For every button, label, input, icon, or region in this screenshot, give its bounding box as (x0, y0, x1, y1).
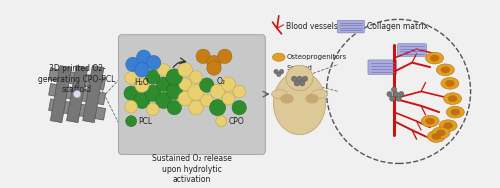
Ellipse shape (280, 94, 293, 103)
Circle shape (188, 84, 204, 100)
FancyBboxPatch shape (338, 20, 364, 33)
Circle shape (134, 63, 149, 77)
Circle shape (207, 61, 221, 75)
Ellipse shape (444, 93, 462, 105)
Ellipse shape (274, 72, 326, 135)
Ellipse shape (428, 131, 446, 142)
Circle shape (207, 55, 221, 70)
Circle shape (222, 92, 234, 105)
Circle shape (392, 87, 397, 92)
Ellipse shape (272, 53, 285, 61)
Circle shape (190, 71, 202, 83)
Ellipse shape (432, 127, 450, 139)
Text: Osteoprogenitors: Osteoprogenitors (287, 54, 347, 60)
Ellipse shape (432, 133, 441, 140)
Circle shape (216, 116, 226, 127)
Circle shape (126, 116, 136, 127)
Circle shape (156, 92, 172, 108)
Text: Seeded
hASCs: Seeded hASCs (287, 65, 313, 78)
Circle shape (390, 96, 395, 101)
Circle shape (221, 77, 236, 91)
Text: Collagen matrix: Collagen matrix (367, 22, 428, 31)
Ellipse shape (426, 52, 444, 64)
Circle shape (156, 77, 171, 91)
Bar (48, 99, 106, 120)
Text: 3D printed O2-
generating CPO-PCL
scaffold: 3D printed O2- generating CPO-PCL scaffo… (38, 64, 116, 94)
Circle shape (302, 76, 308, 82)
Ellipse shape (451, 109, 460, 115)
Circle shape (218, 49, 232, 64)
Bar (66, 66, 87, 123)
Bar (48, 83, 106, 105)
Text: PCL: PCL (138, 117, 152, 126)
Circle shape (124, 86, 138, 100)
FancyBboxPatch shape (368, 60, 397, 74)
Circle shape (398, 91, 404, 97)
Ellipse shape (446, 106, 464, 118)
Circle shape (276, 72, 281, 77)
Circle shape (396, 96, 402, 101)
Bar (48, 68, 106, 89)
Text: O₂: O₂ (216, 77, 226, 86)
Ellipse shape (436, 64, 454, 76)
Circle shape (125, 100, 138, 113)
Circle shape (144, 85, 161, 101)
Circle shape (167, 100, 182, 115)
Circle shape (210, 84, 225, 99)
Circle shape (178, 63, 192, 77)
Ellipse shape (436, 130, 446, 136)
Circle shape (125, 72, 138, 84)
Circle shape (126, 57, 140, 72)
FancyBboxPatch shape (398, 44, 426, 56)
Circle shape (74, 91, 80, 98)
Circle shape (280, 69, 284, 74)
Circle shape (196, 49, 210, 64)
Circle shape (297, 76, 302, 82)
Circle shape (274, 69, 278, 74)
Circle shape (393, 91, 398, 97)
Circle shape (146, 103, 159, 116)
Circle shape (294, 81, 300, 86)
Circle shape (179, 78, 192, 91)
Circle shape (189, 100, 203, 115)
Ellipse shape (448, 96, 457, 102)
Text: Blood vessels: Blood vessels (286, 22, 338, 31)
Text: Sustained O₂ release
upon hydrolytic
activation: Sustained O₂ release upon hydrolytic act… (152, 155, 232, 184)
Circle shape (210, 99, 226, 116)
Bar (82, 66, 104, 123)
Circle shape (232, 100, 246, 115)
Ellipse shape (430, 55, 439, 61)
Bar (50, 66, 71, 123)
Circle shape (134, 78, 149, 92)
Circle shape (233, 85, 245, 98)
Circle shape (136, 50, 151, 64)
Circle shape (300, 81, 305, 86)
Circle shape (166, 83, 182, 99)
Circle shape (387, 91, 392, 97)
Circle shape (158, 64, 170, 76)
Circle shape (178, 91, 192, 106)
Ellipse shape (272, 90, 288, 99)
Circle shape (146, 70, 160, 84)
Ellipse shape (286, 65, 313, 91)
Ellipse shape (311, 90, 328, 99)
Ellipse shape (444, 123, 452, 129)
Ellipse shape (441, 77, 459, 89)
FancyBboxPatch shape (118, 35, 266, 155)
Text: H₂O: H₂O (134, 78, 150, 87)
Ellipse shape (446, 80, 454, 86)
Ellipse shape (306, 94, 318, 103)
Circle shape (134, 92, 150, 108)
Text: CPO: CPO (228, 117, 244, 126)
Circle shape (200, 94, 213, 107)
Circle shape (166, 69, 182, 85)
Ellipse shape (439, 120, 457, 131)
Circle shape (200, 78, 214, 92)
Ellipse shape (421, 115, 439, 127)
Circle shape (292, 76, 297, 82)
Ellipse shape (426, 118, 434, 124)
Circle shape (146, 55, 161, 70)
Ellipse shape (441, 67, 450, 73)
